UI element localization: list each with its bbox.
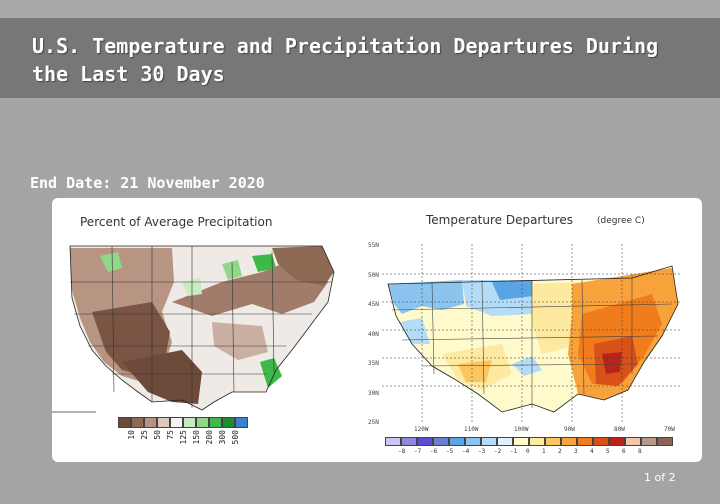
temp-legend-swatch (657, 437, 673, 446)
precip-legend-label: 200 (205, 430, 214, 445)
latitude-tick: 55N (368, 242, 379, 249)
precip-legend-swatch (118, 417, 131, 428)
temp-legend-swatch (625, 437, 641, 446)
longitude-tick: 120W (414, 426, 429, 433)
precip-legend-swatch (235, 417, 248, 428)
temp-legend-swatch (593, 437, 609, 446)
temp-legend-label: -5 (446, 448, 454, 455)
end-date: End Date: 21 November 2020 (30, 174, 265, 192)
temp-legend-swatch (433, 437, 449, 446)
precip-legend-swatch (222, 417, 235, 428)
temp-legend-swatch (497, 437, 513, 446)
precip-legend-label: 50 (153, 430, 162, 440)
slide-title: U.S. Temperature and Precipitation Depar… (32, 34, 659, 86)
temp-legend-label: 2 (558, 448, 562, 455)
temp-legend-swatch (513, 437, 529, 446)
temperature-map (382, 244, 682, 424)
temp-legend-label: 0 (526, 448, 530, 455)
top-strip (0, 0, 720, 18)
precip-caption: Percent of Average Precipitation (80, 215, 273, 229)
temp-legend-label: -2 (494, 448, 502, 455)
precip-legend-swatch (170, 417, 183, 428)
precip-legend-swatch (131, 417, 144, 428)
precip-legend-swatch (183, 417, 196, 428)
temp-legend-swatch (561, 437, 577, 446)
page-number: 1 of 2 (644, 471, 676, 484)
precip-legend-label: 25 (140, 430, 149, 440)
longitude-tick: 110W (464, 426, 479, 433)
precip-legend-swatch (144, 417, 157, 428)
longitude-tick: 80W (614, 426, 625, 433)
temp-legend-swatch (641, 437, 657, 446)
precip-legend-swatch (209, 417, 222, 428)
temp-legend-label: 1 (542, 448, 546, 455)
latitude-tick: 50N (368, 271, 379, 279)
temp-legend-swatch (465, 437, 481, 446)
temp-legend-label: -8 (398, 448, 406, 455)
precip-legend-swatch (196, 417, 209, 428)
latitude-tick: 40N (368, 330, 379, 338)
longitude-tick: 100W (514, 426, 529, 433)
precip-legend-label: 500 (231, 430, 240, 445)
precip-legend-label: 300 (218, 430, 227, 445)
title-bar (0, 18, 720, 98)
latitude-tick: 45N (368, 301, 379, 308)
temp-legend-swatch (417, 437, 433, 446)
temp-legend-label: 3 (574, 448, 578, 455)
precip-legend-label: 150 (192, 430, 201, 445)
temp-caption: Temperature Departures (426, 213, 573, 227)
latitude-tick: 30N (368, 389, 379, 397)
longitude-tick: 90W (564, 426, 575, 433)
temp-legend-label: 6 (622, 448, 626, 455)
temp-legend-swatch (529, 437, 545, 446)
temp-legend-swatch (385, 437, 401, 446)
temp-legend-label: 8 (638, 448, 642, 455)
temp-legend-swatch (545, 437, 561, 446)
precip-legend-label: 75 (166, 430, 175, 440)
temp-legend-label: 4 (590, 448, 594, 455)
temp-legend-label: -1 (510, 448, 518, 455)
temp-legend-swatch (609, 437, 625, 446)
precip-legend-label: 10 (127, 430, 136, 440)
temp-legend-label: -3 (478, 448, 486, 455)
temp-legend-swatch (401, 437, 417, 446)
temp-legend-swatch (481, 437, 497, 446)
latitude-tick: 25N (368, 419, 379, 426)
temp-legend-label: -4 (462, 448, 470, 455)
temp-units: (degree C) (597, 216, 645, 226)
precip-map (52, 242, 342, 414)
precip-legend-label: 125 (179, 430, 188, 445)
temp-legend-swatch (577, 437, 593, 446)
longitude-tick: 70W (664, 426, 675, 433)
temp-legend-label: -6 (430, 448, 438, 455)
temp-legend-label: -7 (414, 448, 422, 455)
temp-legend-swatch (449, 437, 465, 446)
latitude-tick: 35N (368, 360, 379, 367)
maps-panel: Percent of Average Precipitation 10 25 50 7… (52, 198, 702, 462)
precip-legend-swatch (157, 417, 170, 428)
temp-legend-label: 5 (606, 448, 610, 455)
